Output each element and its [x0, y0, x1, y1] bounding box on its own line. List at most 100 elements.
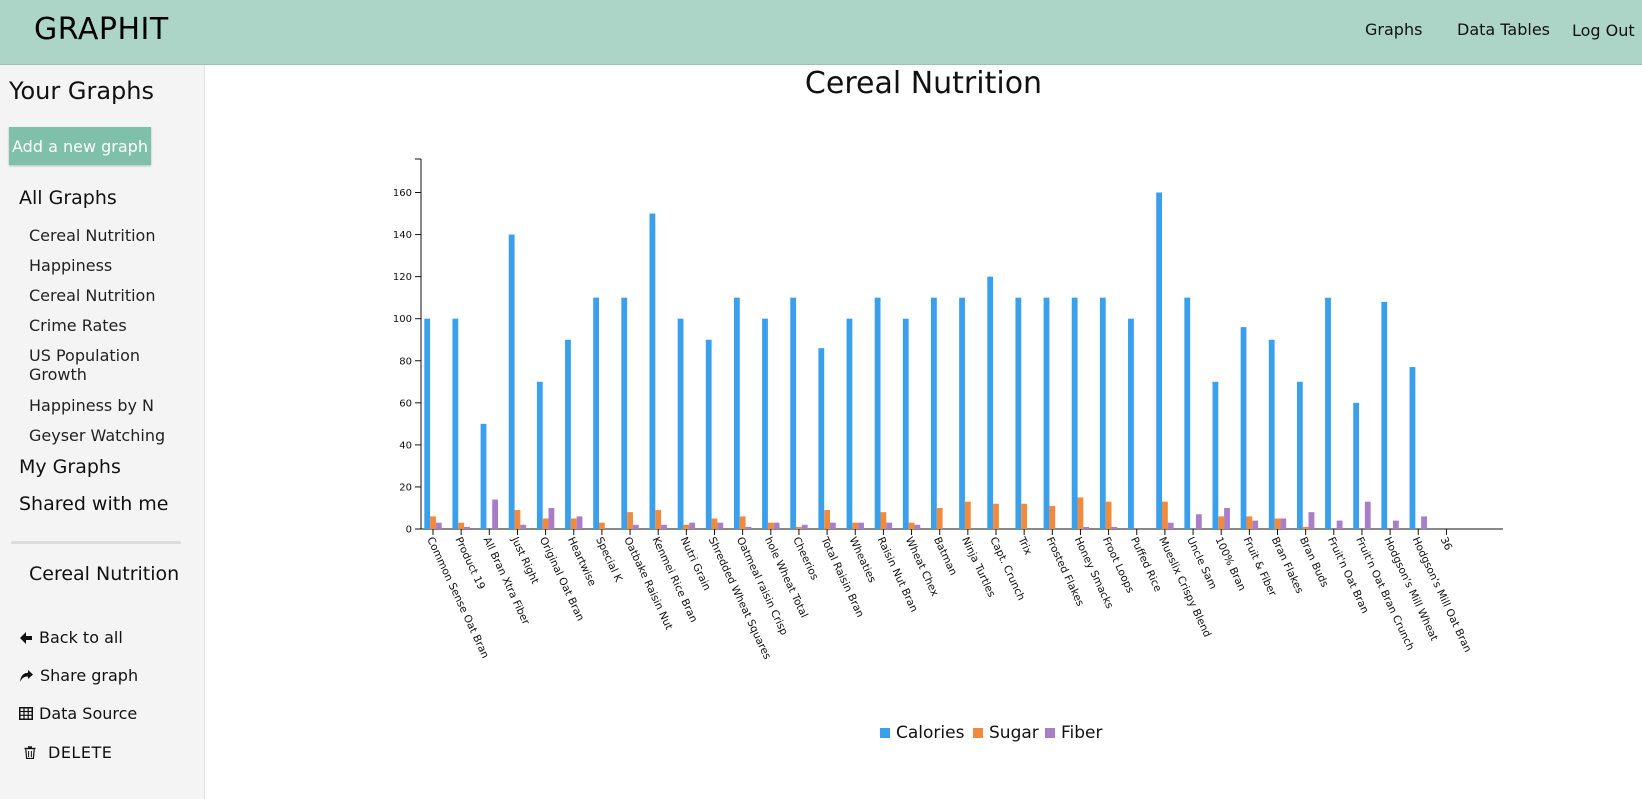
bar-calories[interactable]: [593, 297, 599, 529]
bar-fiber[interactable]: [1195, 514, 1202, 529]
bar-calories[interactable]: [733, 297, 740, 529]
bar-calories[interactable]: [790, 297, 797, 529]
bar-sugar[interactable]: [627, 512, 633, 529]
bar-calories[interactable]: [959, 297, 965, 529]
bar-fiber[interactable]: [689, 522, 696, 529]
bar-calories[interactable]: [621, 297, 628, 529]
bar-sugar[interactable]: [1162, 501, 1168, 529]
bar-calories[interactable]: [1268, 339, 1275, 529]
bar-fiber[interactable]: [464, 526, 470, 529]
sidebar-all-graphs[interactable]: All Graphs: [19, 187, 117, 209]
bar-sugar[interactable]: [542, 518, 549, 529]
bar-calories[interactable]: [565, 339, 571, 529]
bar-fiber[interactable]: [661, 524, 667, 529]
bar-sugar[interactable]: [964, 501, 971, 529]
bar-sugar[interactable]: [1049, 505, 1056, 529]
app-logo[interactable]: GRAPHIT: [34, 12, 169, 47]
bar-calories[interactable]: [874, 297, 881, 529]
sidebar-item-crime-rates[interactable]: Crime Rates: [29, 316, 127, 335]
bar-calories[interactable]: [649, 213, 656, 529]
sidebar-item-cereal-nutrition-2[interactable]: Cereal Nutrition: [29, 286, 156, 305]
bar-calories[interactable]: [931, 297, 937, 529]
bar-fiber[interactable]: [492, 499, 498, 529]
bar-fiber[interactable]: [886, 522, 893, 529]
bar-fiber[interactable]: [576, 516, 583, 529]
bar-calories[interactable]: [424, 318, 431, 529]
bar-calories[interactable]: [1128, 318, 1134, 529]
bar-fiber[interactable]: [801, 524, 808, 529]
bar-fiber[interactable]: [1252, 520, 1259, 529]
add-new-graph-button[interactable]: Add a new graph: [9, 127, 151, 165]
bar-sugar[interactable]: [852, 522, 859, 529]
bar-calories[interactable]: [1071, 297, 1078, 529]
bar-fiber[interactable]: [773, 522, 780, 529]
bar-sugar[interactable]: [1302, 526, 1309, 529]
bar-sugar[interactable]: [655, 510, 662, 529]
bar-sugar[interactable]: [1218, 516, 1225, 529]
bar-fiber[interactable]: [1421, 516, 1427, 529]
bar-sugar[interactable]: [796, 526, 802, 529]
bar-calories[interactable]: [1381, 301, 1388, 529]
bar-sugar[interactable]: [711, 518, 718, 529]
bar-fiber[interactable]: [435, 522, 442, 529]
bar-sugar[interactable]: [880, 512, 887, 529]
bar-sugar[interactable]: [993, 503, 999, 529]
bar-sugar[interactable]: [1105, 501, 1112, 529]
bar-fiber[interactable]: [1364, 501, 1371, 529]
bar-fiber[interactable]: [548, 507, 555, 529]
bar-calories[interactable]: [1099, 297, 1106, 529]
bar-calories[interactable]: [536, 381, 543, 529]
bar-fiber[interactable]: [632, 524, 639, 529]
sidebar-my-graphs[interactable]: My Graphs: [19, 456, 121, 478]
bar-calories[interactable]: [1212, 381, 1219, 529]
bar-calories[interactable]: [705, 339, 712, 529]
bar-calories[interactable]: [762, 318, 768, 529]
data-source-link[interactable]: Data Source: [19, 704, 137, 723]
nav-graphs-link[interactable]: Graphs: [1365, 20, 1423, 39]
bar-fiber[interactable]: [858, 522, 864, 529]
bar-calories[interactable]: [1043, 297, 1050, 529]
bar-sugar[interactable]: [739, 516, 746, 529]
bar-sugar[interactable]: [767, 522, 774, 529]
bar-fiber[interactable]: [1308, 512, 1315, 529]
bar-calories[interactable]: [1353, 402, 1360, 529]
share-graph-link[interactable]: Share graph: [19, 666, 138, 685]
bar-calories[interactable]: [1015, 297, 1022, 529]
bar-fiber[interactable]: [914, 524, 921, 529]
bar-fiber[interactable]: [830, 522, 836, 529]
bar-fiber[interactable]: [1393, 520, 1399, 529]
bar-fiber[interactable]: [1167, 522, 1174, 529]
bar-fiber[interactable]: [1280, 518, 1287, 529]
bar-sugar[interactable]: [936, 507, 943, 529]
sidebar-shared-with-me[interactable]: Shared with me: [19, 493, 169, 515]
bar-calories[interactable]: [987, 276, 994, 530]
bar-sugar[interactable]: [824, 510, 830, 529]
bar-calories[interactable]: [818, 348, 825, 529]
bar-calories[interactable]: [1409, 367, 1416, 529]
bar-fiber[interactable]: [1083, 526, 1090, 529]
bar-sugar[interactable]: [1274, 518, 1281, 529]
sidebar-item-us-population-growth[interactable]: US Population Growth: [29, 346, 141, 384]
nav-log-out-link[interactable]: Log Out: [1572, 21, 1635, 40]
bar-fiber[interactable]: [1224, 507, 1230, 529]
bar-calories[interactable]: [1184, 297, 1191, 529]
bar-sugar[interactable]: [458, 522, 465, 529]
bar-calories[interactable]: [452, 318, 459, 529]
sidebar-item-happiness-by-n[interactable]: Happiness by N: [29, 396, 155, 415]
bar-sugar[interactable]: [1021, 503, 1028, 529]
bar-calories[interactable]: [677, 318, 684, 529]
bar-sugar[interactable]: [599, 522, 605, 529]
bar-sugar[interactable]: [430, 516, 436, 529]
bar-sugar[interactable]: [908, 522, 915, 529]
bar-calories[interactable]: [902, 318, 909, 529]
legend-item-calories[interactable]: Calories: [880, 722, 964, 744]
bar-calories[interactable]: [1156, 192, 1162, 530]
bar-sugar[interactable]: [570, 518, 577, 529]
bar-sugar[interactable]: [1077, 497, 1084, 529]
sidebar-item-geyser-watching[interactable]: Geyser Watching: [29, 426, 166, 445]
bar-sugar[interactable]: [683, 524, 690, 529]
back-to-all-link[interactable]: Back to all: [19, 628, 123, 647]
bar-sugar[interactable]: [514, 510, 521, 529]
nav-data-tables-link[interactable]: Data Tables: [1457, 20, 1550, 39]
bar-fiber[interactable]: [1336, 520, 1343, 529]
